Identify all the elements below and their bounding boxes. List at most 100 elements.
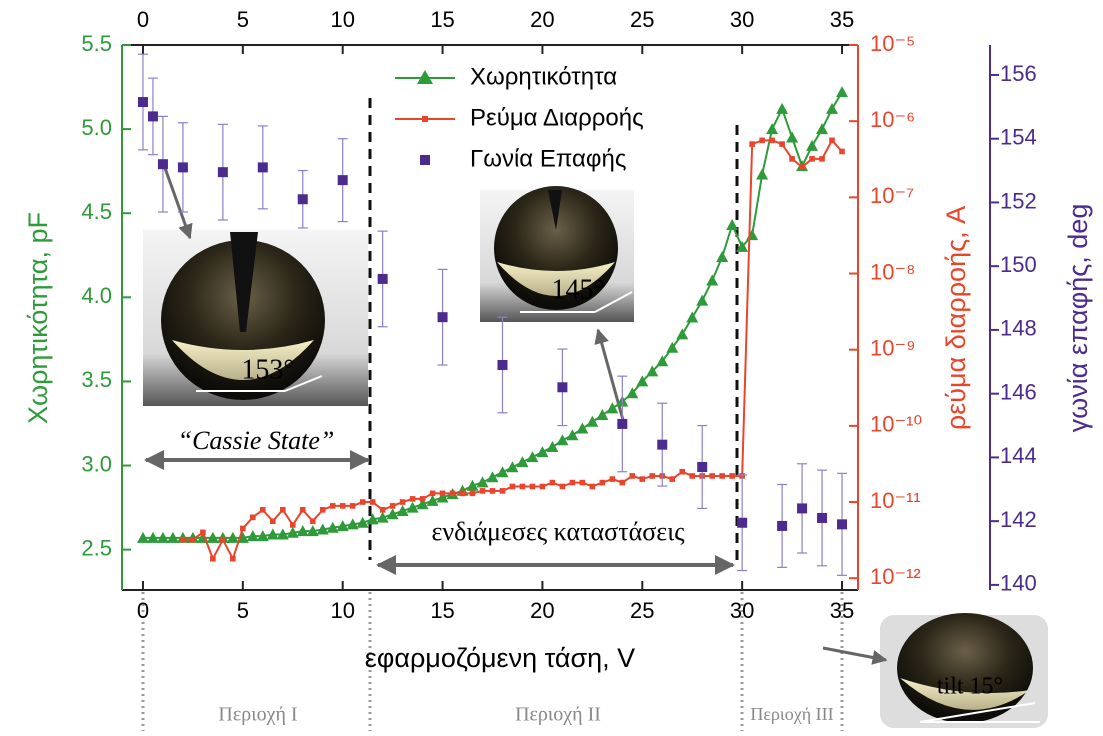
point xyxy=(438,312,448,322)
point xyxy=(746,229,758,240)
point xyxy=(158,159,168,169)
x-tick-label: 0 xyxy=(137,598,149,623)
point xyxy=(816,123,828,134)
point xyxy=(836,86,848,97)
point xyxy=(817,513,827,523)
y-tick-label: 2.5 xyxy=(81,535,112,560)
point xyxy=(520,484,526,490)
point xyxy=(606,402,618,413)
x-tick-label: 35 xyxy=(830,598,854,623)
y-tick-label: 152 xyxy=(1000,188,1037,213)
y-tick-label: 10⁻⁶ xyxy=(870,107,915,132)
point xyxy=(220,537,226,543)
x-tick-label: 0 xyxy=(137,7,149,32)
droplet-photo xyxy=(880,613,1048,728)
point xyxy=(586,416,598,427)
point xyxy=(340,503,346,509)
y3-axis-title: γωνία επαφής, deg xyxy=(1063,204,1093,433)
y2-axis-title: ρεύμα διαρροής, A xyxy=(941,206,971,430)
x-tick-label: 15 xyxy=(430,598,454,623)
annotation: ενδιάμεσες καταστάσεις xyxy=(431,517,685,546)
x-tick-label: 30 xyxy=(730,7,754,32)
point xyxy=(777,521,787,531)
y-tick-label: 3.0 xyxy=(81,451,112,476)
chart: “Cassie State” ενδιάμεσες καταστάσεις 15… xyxy=(0,0,1103,731)
point xyxy=(679,469,685,475)
point xyxy=(338,175,348,185)
point xyxy=(600,480,606,486)
region-label: Περιοχή II xyxy=(515,704,601,726)
point xyxy=(526,451,538,462)
point xyxy=(270,518,276,524)
point xyxy=(400,499,406,505)
point xyxy=(786,132,798,143)
point xyxy=(550,480,556,486)
point xyxy=(230,556,236,562)
point xyxy=(480,488,486,494)
point xyxy=(729,473,735,479)
point xyxy=(826,103,838,114)
x-tick-label: 25 xyxy=(630,598,654,623)
y-tick-label: 10⁻¹¹ xyxy=(870,488,921,513)
point xyxy=(686,312,698,323)
point xyxy=(590,484,596,490)
y-tick-label: 10⁻¹² xyxy=(870,564,921,589)
point xyxy=(148,111,158,121)
point xyxy=(350,503,356,509)
point xyxy=(797,503,807,513)
point xyxy=(380,507,386,513)
point xyxy=(580,480,586,486)
point xyxy=(829,138,835,144)
y-tick-label: 10⁻⁷ xyxy=(870,183,914,208)
x-tick-label: 15 xyxy=(430,7,454,32)
point xyxy=(200,530,206,536)
point xyxy=(378,274,388,284)
x-axis-title: εφαρμοζόμενη τάση, V xyxy=(365,643,635,673)
y-tick-label: 142 xyxy=(1000,507,1037,532)
point xyxy=(779,141,785,147)
y-tick-label: 140 xyxy=(1000,571,1037,596)
point xyxy=(697,462,707,472)
point xyxy=(689,473,695,479)
point xyxy=(657,440,667,450)
point xyxy=(138,97,148,107)
point xyxy=(769,138,775,144)
point xyxy=(190,537,196,543)
point xyxy=(490,488,496,494)
y-tick-label: 156 xyxy=(1000,61,1037,86)
point xyxy=(298,194,308,204)
point xyxy=(617,419,627,429)
point xyxy=(430,491,436,497)
point xyxy=(180,537,186,543)
x-tick-label: 35 xyxy=(830,7,854,32)
point xyxy=(756,169,768,180)
point xyxy=(210,556,216,562)
point xyxy=(506,461,518,472)
point xyxy=(556,434,568,445)
region-label: Περιοχή I xyxy=(218,704,297,726)
legend-label: Χωρητικότητα xyxy=(470,63,617,90)
point xyxy=(250,515,256,521)
point xyxy=(806,140,818,151)
point xyxy=(669,476,675,482)
point xyxy=(330,503,336,509)
point xyxy=(486,471,498,482)
point xyxy=(280,507,286,513)
legend: Χωρητικότητα Ρεύμα Διαρροής Γωνία Επαφής xyxy=(395,63,644,172)
region-label: Περιοχή III xyxy=(750,704,833,724)
y-tick-label: 10⁻⁸ xyxy=(870,259,915,284)
point xyxy=(390,503,396,509)
y-axis-title: Χωρητικότητα, pF xyxy=(23,212,53,424)
annotation: 153° xyxy=(241,354,294,385)
point xyxy=(557,382,567,392)
y-tick-label: 3.5 xyxy=(81,367,112,392)
point xyxy=(766,123,778,134)
point xyxy=(759,138,765,144)
point xyxy=(570,480,576,486)
y-tick-label: 4.5 xyxy=(81,199,112,224)
point xyxy=(630,473,636,479)
point xyxy=(496,466,508,477)
y-tick-label: 154 xyxy=(1000,125,1037,150)
point xyxy=(560,484,566,490)
point xyxy=(737,518,747,528)
